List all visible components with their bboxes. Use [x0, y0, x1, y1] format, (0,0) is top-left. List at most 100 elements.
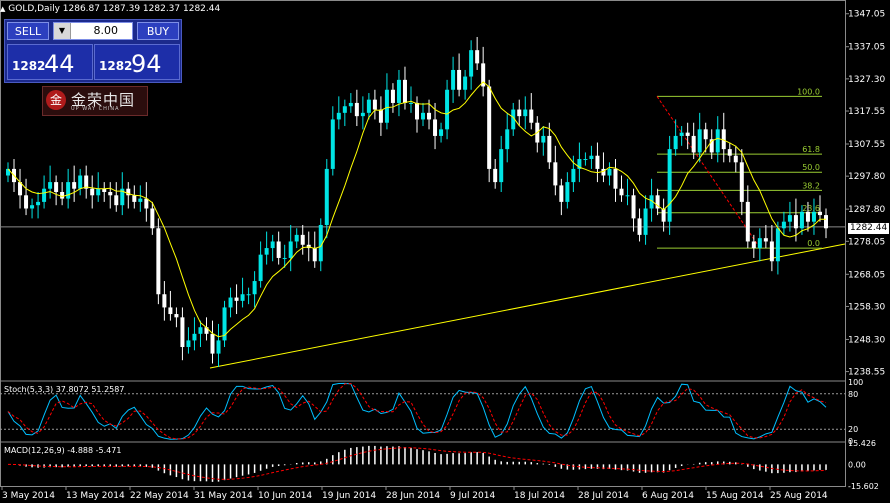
bear-candle	[162, 294, 167, 308]
bull-candle	[649, 195, 654, 209]
stoch-axis-label: 80	[848, 390, 858, 399]
bear-candle	[168, 307, 173, 315]
bull-candle	[78, 175, 83, 189]
macd-axis-label: 15.426	[848, 439, 876, 448]
price-axis-label: 1327.30	[848, 75, 885, 85]
bear-candle	[18, 182, 23, 196]
bear-candle	[60, 192, 65, 199]
broker-logo: 金 金荣中国 UP WAY CHINA	[42, 86, 148, 116]
buy-price-box[interactable]: 1282 94	[94, 44, 180, 80]
bull-candle	[757, 238, 762, 249]
buy-button[interactable]: BUY	[137, 22, 179, 40]
bull-candle	[781, 221, 786, 229]
bull-candle	[270, 241, 275, 249]
bear-candle	[114, 195, 119, 206]
bull-candle	[330, 119, 335, 169]
triangle-up-icon: ▲	[0, 5, 6, 13]
bull-candle	[138, 198, 143, 202]
fib-anchor-line[interactable]	[656, 96, 761, 249]
bear-candle	[132, 195, 137, 202]
price-axis-label: 1248.30	[848, 335, 885, 345]
sell-button[interactable]: SELL	[7, 22, 49, 40]
chart-frame	[0, 0, 846, 487]
stoch-main-line	[7, 382, 827, 440]
bear-candle	[619, 188, 624, 196]
bear-candle	[300, 234, 305, 245]
bull-candle	[396, 79, 401, 103]
bear-candle	[631, 195, 636, 219]
bull-candle	[288, 241, 293, 258]
bull-candle	[66, 182, 71, 199]
time-axis-label: 15 Aug 2014	[706, 491, 764, 501]
macd-label: MACD(12,26,9) -4.888 -5.471	[4, 446, 122, 455]
fib-level-label: 0.0	[807, 239, 820, 248]
bull-candle	[541, 135, 546, 143]
bull-candle	[439, 129, 444, 136]
bear-candle	[427, 112, 432, 120]
lot-size-field[interactable]: ▼ 8.00	[53, 22, 133, 40]
bull-candle	[565, 182, 570, 202]
bear-candle	[378, 109, 383, 123]
bear-candle	[156, 228, 161, 295]
bear-candle	[84, 175, 89, 189]
bear-candle	[685, 132, 690, 136]
dropdown-arrow-icon[interactable]: ▼	[54, 23, 71, 39]
bear-candle	[727, 149, 732, 156]
bear-candle	[433, 119, 438, 136]
bull-candle	[589, 155, 594, 160]
bear-candle	[793, 215, 798, 229]
sell-price-box[interactable]: 1282 44	[7, 44, 93, 80]
bear-candle	[234, 297, 239, 301]
bull-candle	[523, 109, 528, 117]
bear-candle	[144, 198, 149, 209]
bear-candle	[481, 63, 486, 87]
bear-candle	[733, 155, 738, 163]
bear-candle	[691, 135, 696, 153]
bull-candle	[787, 215, 792, 222]
bear-candle	[739, 162, 744, 202]
time-axis-label: 28 Jun 2014	[386, 491, 440, 501]
macd-axis-label: 0.00	[848, 460, 866, 469]
bear-candle	[547, 135, 552, 163]
bull-candle	[469, 50, 474, 77]
bull-candle	[463, 76, 468, 90]
bull-candle	[643, 208, 648, 235]
bull-candle	[246, 294, 251, 296]
bull-candle	[499, 149, 504, 183]
fib-level-label: 38.2	[802, 181, 820, 190]
bull-candle	[324, 168, 329, 225]
price-axis-label: 1258.30	[848, 302, 885, 312]
bull-candle	[811, 211, 816, 222]
bear-candle	[529, 109, 534, 123]
bear-candle	[637, 218, 642, 235]
bear-candle	[763, 238, 768, 242]
time-axis-label: 9 Jul 2014	[450, 491, 495, 501]
bull-candle	[715, 129, 720, 153]
support-trendline[interactable]	[209, 243, 846, 369]
bear-candle	[354, 102, 359, 117]
bull-candle	[6, 168, 10, 176]
bull-candle	[252, 281, 257, 295]
stoch-axis-label: 20	[848, 425, 858, 434]
buy-price-prefix: 1282	[99, 59, 133, 73]
bull-candle	[228, 297, 233, 308]
fib-level-label: 23.6	[802, 204, 820, 213]
bear-candle	[601, 168, 606, 176]
bear-candle	[475, 50, 480, 64]
lot-size-value[interactable]: 8.00	[93, 24, 119, 37]
bull-candle	[186, 340, 191, 348]
bull-candle	[625, 195, 630, 197]
bear-candle	[613, 168, 618, 189]
bear-candle	[126, 188, 131, 196]
bear-candle	[805, 211, 810, 222]
price-axis-label: 1337.05	[848, 43, 885, 53]
chart-title: GOLD,Daily 1286.87 1287.39 1282.37 1282.…	[8, 4, 221, 14]
bull-candle	[42, 188, 47, 202]
bear-candle	[487, 86, 492, 169]
time-axis-label: 10 Jun 2014	[258, 491, 312, 501]
bull-candle	[36, 201, 41, 206]
bull-candle	[360, 112, 365, 117]
bull-candle	[673, 135, 678, 150]
stochastic-label: Stoch(5,3,3) 37.8072 51.2587	[4, 385, 125, 394]
